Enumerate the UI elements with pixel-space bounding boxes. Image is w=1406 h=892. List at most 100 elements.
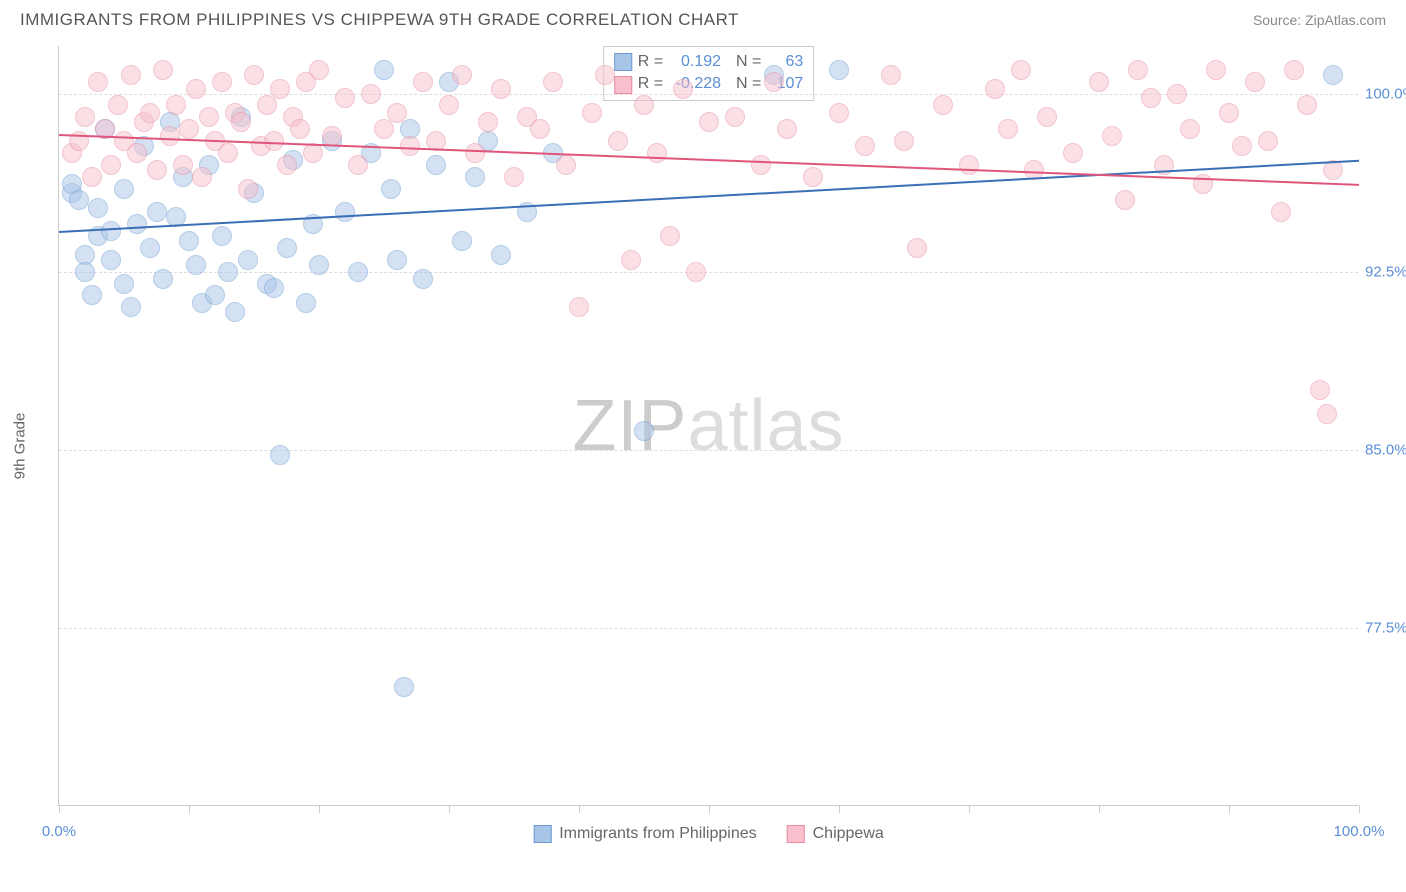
- data-point: [1232, 136, 1252, 156]
- data-point: [101, 221, 121, 241]
- data-point: [374, 119, 394, 139]
- data-point: [309, 255, 329, 275]
- data-point: [829, 60, 849, 80]
- data-point: [296, 293, 316, 313]
- y-tick-label: 100.0%: [1365, 85, 1406, 102]
- data-point: [608, 131, 628, 151]
- x-tick: [839, 805, 840, 813]
- chart-source: Source: ZipAtlas.com: [1253, 12, 1386, 28]
- data-point: [212, 72, 232, 92]
- x-tick: [319, 805, 320, 813]
- x-tick: [579, 805, 580, 813]
- data-point: [108, 95, 128, 115]
- data-point: [114, 179, 134, 199]
- x-tick-label: 0.0%: [42, 823, 76, 840]
- data-point: [413, 72, 433, 92]
- data-point: [556, 155, 576, 175]
- data-point: [257, 95, 277, 115]
- data-point: [543, 72, 563, 92]
- data-point: [1310, 380, 1330, 400]
- data-point: [465, 167, 485, 187]
- data-point: [387, 250, 407, 270]
- data-point: [212, 226, 232, 246]
- legend-item: Immigrants from Philippines: [533, 825, 756, 843]
- bottom-legend: Immigrants from PhilippinesChippewa: [533, 825, 884, 843]
- data-point: [1167, 84, 1187, 104]
- y-tick-label: 92.5%: [1365, 263, 1406, 280]
- data-point: [699, 112, 719, 132]
- data-point: [75, 107, 95, 127]
- data-point: [1102, 126, 1122, 146]
- data-point: [634, 421, 654, 441]
- data-point: [179, 119, 199, 139]
- data-point: [348, 262, 368, 282]
- data-point: [426, 155, 446, 175]
- data-point: [75, 262, 95, 282]
- data-point: [1271, 202, 1291, 222]
- data-point: [309, 60, 329, 80]
- data-point: [660, 226, 680, 246]
- x-tick: [189, 805, 190, 813]
- x-tick: [1229, 805, 1230, 813]
- chart-title: IMMIGRANTS FROM PHILIPPINES VS CHIPPEWA …: [20, 10, 739, 30]
- data-point: [1011, 60, 1031, 80]
- data-point: [121, 297, 141, 317]
- data-point: [140, 103, 160, 123]
- data-point: [582, 103, 602, 123]
- legend-swatch: [787, 825, 805, 843]
- data-point: [465, 143, 485, 163]
- data-point: [244, 65, 264, 85]
- data-point: [231, 112, 251, 132]
- data-point: [238, 250, 258, 270]
- data-point: [277, 155, 297, 175]
- data-point: [673, 79, 693, 99]
- data-point: [1258, 131, 1278, 151]
- data-point: [270, 445, 290, 465]
- data-point: [829, 103, 849, 123]
- legend-swatch: [533, 825, 551, 843]
- data-point: [452, 65, 472, 85]
- data-point: [985, 79, 1005, 99]
- stat-value-r: 0.192: [669, 51, 721, 73]
- data-point: [1206, 60, 1226, 80]
- data-point: [199, 107, 219, 127]
- y-tick-label: 77.5%: [1365, 619, 1406, 636]
- legend-label: Immigrants from Philippines: [559, 825, 756, 843]
- x-tick: [709, 805, 710, 813]
- data-point: [413, 269, 433, 289]
- data-point: [1284, 60, 1304, 80]
- data-point: [491, 79, 511, 99]
- data-point: [153, 60, 173, 80]
- legend-swatch: [614, 53, 632, 71]
- x-tick: [969, 805, 970, 813]
- data-point: [647, 143, 667, 163]
- data-point: [127, 143, 147, 163]
- stat-label-r: R =: [638, 73, 663, 95]
- data-point: [530, 119, 550, 139]
- data-point: [69, 190, 89, 210]
- stat-label-n: N =: [727, 51, 761, 73]
- data-point: [933, 95, 953, 115]
- data-point: [179, 231, 199, 251]
- data-point: [121, 65, 141, 85]
- data-point: [277, 238, 297, 258]
- data-point: [1180, 119, 1200, 139]
- data-point: [166, 95, 186, 115]
- data-point: [82, 285, 102, 305]
- legend-swatch: [614, 76, 632, 94]
- data-point: [335, 88, 355, 108]
- grid-line: [59, 628, 1358, 629]
- data-point: [803, 167, 823, 187]
- data-point: [127, 214, 147, 234]
- data-point: [1063, 143, 1083, 163]
- data-point: [881, 65, 901, 85]
- data-point: [153, 269, 173, 289]
- data-point: [218, 143, 238, 163]
- scatter-chart: ZIPatlas R =0.192 N =63R =-0.228 N =107 …: [58, 46, 1358, 806]
- data-point: [998, 119, 1018, 139]
- grid-line: [59, 94, 1358, 95]
- data-point: [894, 131, 914, 151]
- data-point: [1141, 88, 1161, 108]
- data-point: [101, 155, 121, 175]
- grid-line: [59, 272, 1358, 273]
